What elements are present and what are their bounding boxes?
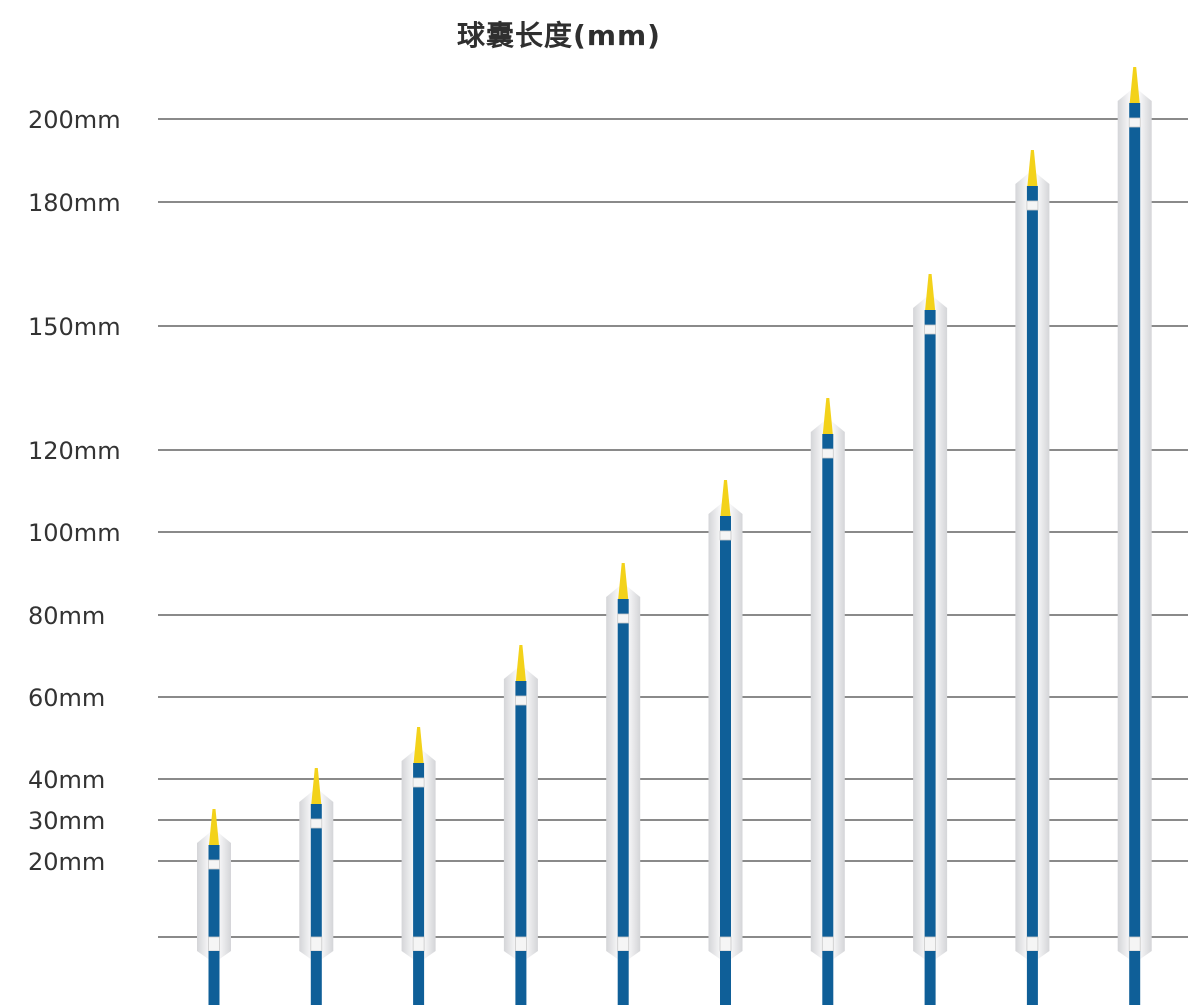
shaft bbox=[413, 763, 425, 937]
y-tick-label: 120mm bbox=[28, 437, 121, 465]
shaft bbox=[720, 516, 731, 937]
shaft bbox=[1026, 186, 1038, 937]
balloon-bar bbox=[197, 809, 231, 1005]
balloon-bar bbox=[299, 768, 334, 1005]
balloon-bars bbox=[197, 67, 1152, 1005]
balloon-bar bbox=[1015, 150, 1050, 1005]
marker-band-top bbox=[821, 448, 834, 459]
catheter-tip bbox=[515, 645, 526, 681]
balloon-bar bbox=[401, 727, 436, 1005]
y-tick-label: 200mm bbox=[28, 106, 121, 134]
y-tick-label: 150mm bbox=[28, 313, 121, 341]
marker-band-top bbox=[1128, 117, 1141, 128]
shaft bbox=[924, 310, 936, 937]
marker-band-top bbox=[310, 818, 323, 829]
balloon-bar bbox=[810, 398, 845, 1005]
shaft-lower bbox=[1026, 951, 1038, 1005]
balloon-bar bbox=[708, 480, 743, 1005]
shaft bbox=[1129, 103, 1141, 937]
shaft-lower bbox=[413, 951, 425, 1005]
marker-band-bottom bbox=[515, 936, 527, 952]
marker-band-bottom bbox=[719, 936, 732, 952]
balloon-bar bbox=[913, 274, 948, 1005]
y-tick-label: 180mm bbox=[28, 189, 121, 217]
shaft bbox=[208, 845, 220, 937]
marker-band-top bbox=[924, 324, 936, 335]
catheter-tip bbox=[311, 768, 322, 804]
catheter-tip bbox=[822, 398, 833, 434]
y-tick-label: 30mm bbox=[28, 807, 105, 835]
y-tick-label: 100mm bbox=[28, 519, 121, 547]
shaft-lower bbox=[720, 951, 731, 1005]
catheter-tip bbox=[925, 274, 936, 310]
marker-band-top bbox=[515, 695, 527, 706]
marker-band-top bbox=[617, 613, 630, 624]
marker-band-bottom bbox=[617, 936, 630, 952]
marker-band-bottom bbox=[412, 936, 425, 952]
marker-band-top bbox=[208, 859, 220, 870]
balloon-bar bbox=[606, 563, 641, 1005]
marker-band-bottom bbox=[208, 936, 220, 952]
shaft-lower bbox=[515, 951, 527, 1005]
shaft-lower bbox=[617, 951, 629, 1005]
marker-band-top bbox=[412, 777, 425, 788]
catheter-tip bbox=[720, 480, 731, 516]
catheter-tip bbox=[1027, 150, 1038, 186]
shaft bbox=[822, 434, 834, 937]
y-tick-label: 40mm bbox=[28, 766, 105, 794]
y-tick-labels: 200mm 180mm 150mm 120mm 100mm 80mm 60mm 40mm 30m… bbox=[28, 106, 121, 876]
balloon-bar bbox=[503, 645, 538, 1005]
y-tick-label: 20mm bbox=[28, 848, 105, 876]
marker-band-bottom bbox=[310, 936, 323, 952]
shaft-lower bbox=[310, 951, 322, 1005]
catheter-tip bbox=[413, 727, 424, 763]
y-tick-label: 60mm bbox=[28, 684, 105, 712]
marker-band-bottom bbox=[924, 936, 936, 952]
marker-band-bottom bbox=[1026, 936, 1039, 952]
marker-band-bottom bbox=[821, 936, 834, 952]
catheter-tip bbox=[1129, 67, 1140, 103]
marker-band-top bbox=[1026, 200, 1039, 211]
shaft-lower bbox=[1129, 951, 1141, 1005]
shaft-lower bbox=[924, 951, 936, 1005]
shaft bbox=[617, 599, 629, 937]
shaft-lower bbox=[208, 951, 220, 1005]
y-tick-label: 80mm bbox=[28, 602, 105, 630]
balloon-bar bbox=[1117, 67, 1152, 1005]
chart-title: 球囊长度(mm) bbox=[457, 19, 661, 52]
shaft bbox=[515, 681, 527, 937]
shaft bbox=[310, 804, 322, 937]
catheter-tip bbox=[209, 809, 219, 845]
marker-band-bottom bbox=[1128, 936, 1141, 952]
marker-band-top bbox=[719, 530, 732, 541]
shaft-lower bbox=[822, 951, 834, 1005]
catheter-tip bbox=[618, 563, 629, 599]
